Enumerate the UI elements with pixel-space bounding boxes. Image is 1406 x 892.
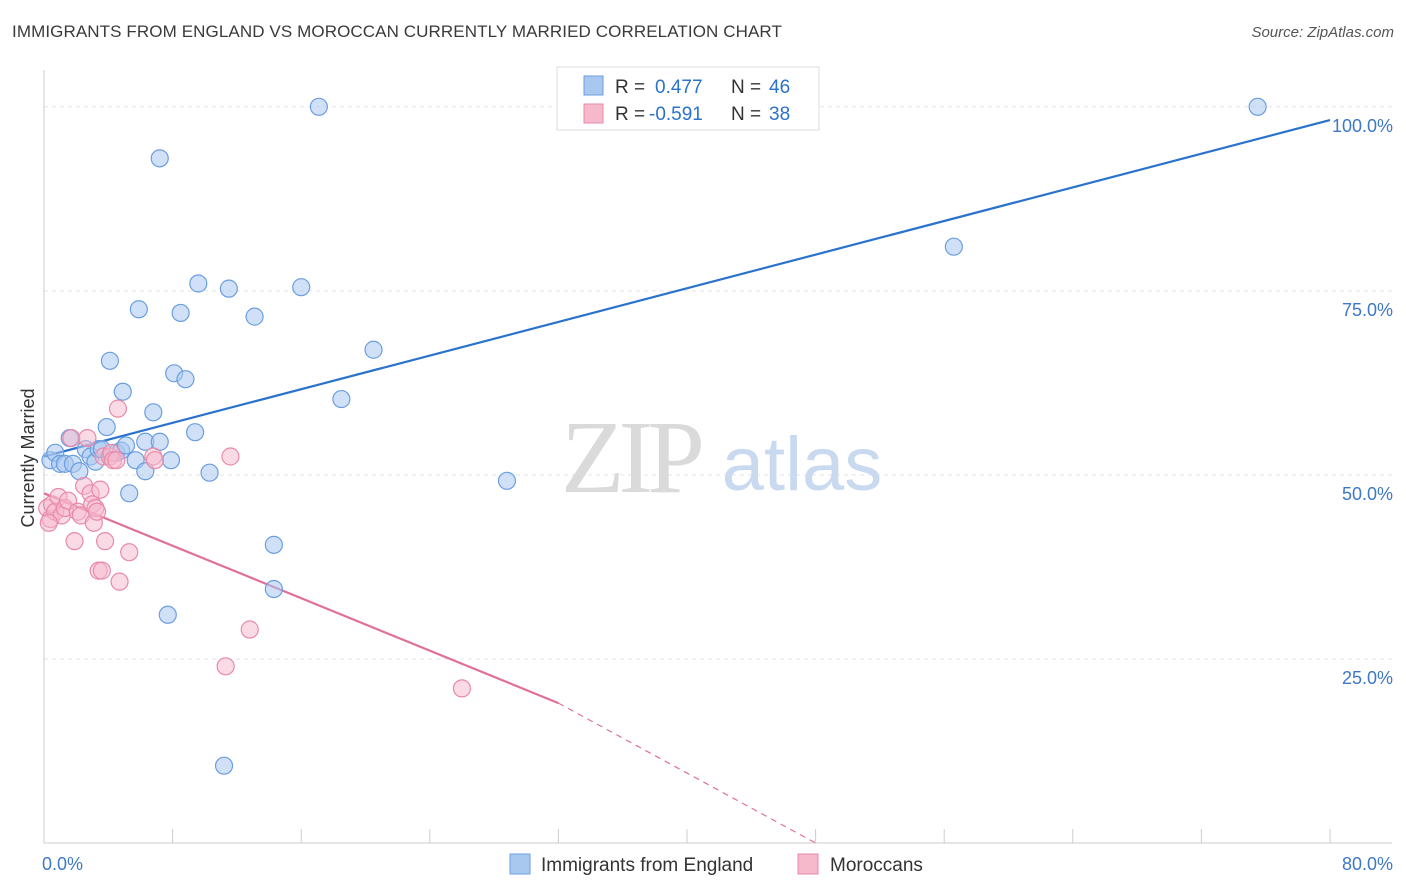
y-tick-label-1: 50.0% (1342, 484, 1393, 504)
stats-r-label-moroccan: R = (615, 104, 645, 125)
point-england-27 (161, 451, 181, 470)
point-moroccan-18 (87, 502, 107, 521)
stats-r-value-moroccan: -0.591 (649, 104, 703, 125)
point-england-13 (100, 351, 120, 370)
data-points (38, 97, 1267, 775)
stats-swatch-england (583, 75, 604, 96)
point-moroccan-9 (65, 532, 84, 551)
trend-line-moroccan-extension (558, 702, 816, 844)
point-england-34 (214, 756, 234, 775)
point-england-40 (309, 97, 328, 116)
point-england-26 (158, 605, 177, 624)
point-england-42 (364, 340, 383, 359)
point-england-45 (1248, 97, 1267, 116)
point-england-25 (150, 149, 169, 168)
legend-label-england: Immigrants from England (541, 855, 753, 876)
stats-swatch-moroccan (583, 103, 604, 124)
stats-n-value-moroccan: 38 (769, 104, 790, 125)
watermark-zip: ZIP (561, 400, 701, 515)
chart-source: Source: ZipAtlas.com (1251, 24, 1394, 41)
point-england-41 (332, 389, 351, 409)
stats-n-value-england: 46 (769, 77, 790, 98)
point-moroccan-28 (108, 399, 128, 418)
point-moroccan-13 (78, 428, 97, 448)
point-moroccan-23 (95, 532, 115, 551)
point-england-30 (176, 370, 195, 389)
point-england-17 (116, 436, 136, 455)
point-england-33 (200, 463, 219, 482)
point-moroccan-8 (62, 428, 81, 448)
point-moroccan-29 (110, 572, 129, 591)
point-england-29 (171, 303, 190, 323)
legend-swatch-moroccan (797, 853, 819, 875)
stats-n-label-england: N = (731, 77, 761, 98)
x-tick-label-max: 80.0% (1342, 854, 1393, 874)
legend-swatch-england (509, 853, 531, 875)
y-axis-title: Currently Married (18, 388, 38, 527)
point-england-44 (944, 237, 963, 256)
point-england-20 (129, 300, 148, 319)
point-england-35 (219, 279, 238, 298)
axes (43, 70, 1392, 844)
point-england-36 (245, 307, 264, 326)
point-moroccan-35 (240, 620, 259, 639)
stats-r-value-england: 0.477 (655, 77, 703, 98)
trend-lines (43, 118, 1331, 844)
point-england-23 (144, 403, 163, 422)
point-moroccan-20 (91, 480, 110, 499)
stats-r-label-england: R = (615, 77, 645, 98)
chart-title: IMMIGRANTS FROM ENGLAND VS MOROCCAN CURR… (12, 22, 782, 41)
y-tick-label-2: 75.0% (1342, 300, 1393, 320)
point-england-12 (97, 417, 116, 437)
watermark-atlas: atlas (722, 422, 883, 507)
stats-legend: R = 0.477 N = 46 R = -0.591 N = 38 (556, 66, 820, 131)
tick-labels: 0.0% 80.0% 25.0% 50.0% 75.0% 100.0% (42, 116, 1393, 874)
stats-n-label-moroccan: N = (731, 104, 761, 125)
trend-line-moroccan (43, 492, 559, 705)
point-moroccan-34 (221, 447, 240, 466)
point-moroccan-27 (107, 451, 126, 470)
point-england-38 (264, 579, 283, 599)
point-moroccan-32 (145, 451, 165, 470)
y-tick-label-3: 100.0% (1332, 116, 1393, 136)
x-tick-label-min: 0.0% (42, 854, 83, 874)
point-moroccan-30 (120, 543, 139, 562)
grid-lines (44, 106, 1392, 660)
legend-label-moroccan: Moroccans (830, 855, 923, 876)
series-legend: Immigrants from England Moroccans (509, 853, 923, 876)
point-england-37 (264, 535, 283, 554)
point-england-39 (292, 278, 311, 297)
point-england-16 (113, 382, 132, 401)
point-moroccan-21 (92, 561, 111, 580)
point-england-18 (120, 484, 139, 503)
trend-line-england (43, 118, 1331, 458)
point-england-43 (497, 471, 517, 490)
watermark: ZIP atlas (561, 400, 882, 515)
point-england-31 (186, 423, 205, 442)
y-tick-label-0: 25.0% (1342, 668, 1393, 688)
point-moroccan-37 (39, 513, 58, 532)
point-moroccan-33 (216, 657, 235, 676)
point-england-32 (189, 274, 208, 293)
point-moroccan-36 (452, 679, 472, 698)
